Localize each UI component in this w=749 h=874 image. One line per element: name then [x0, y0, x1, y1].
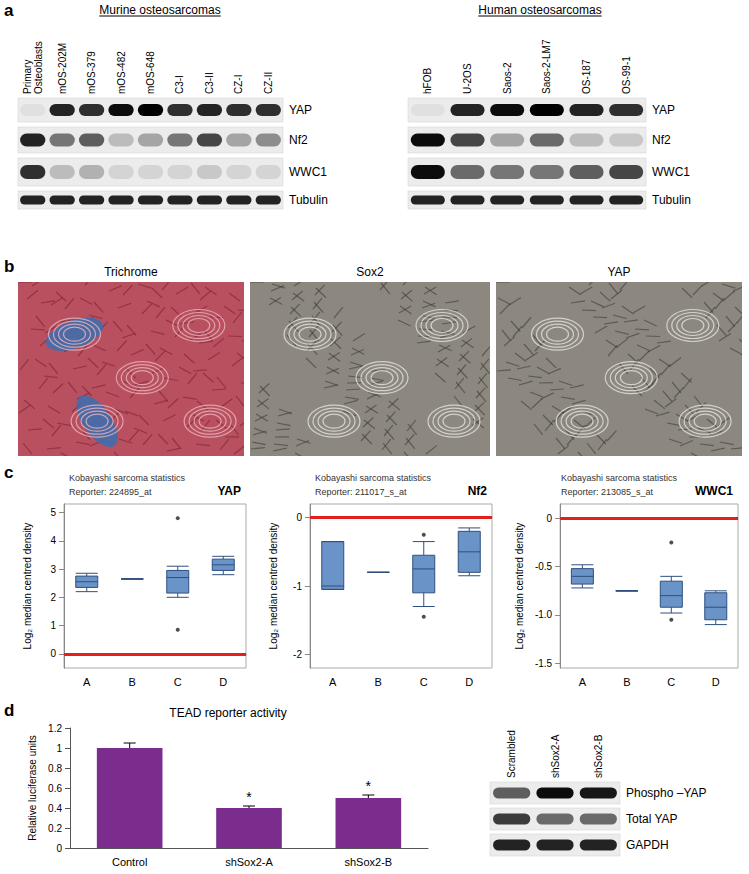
svg-text:1.2: 1.2: [48, 723, 62, 734]
svg-text:3: 3: [50, 564, 56, 575]
svg-text:C: C: [420, 676, 428, 688]
svg-text:a: a: [4, 1, 14, 20]
svg-text:-1: -1: [293, 581, 302, 592]
svg-text:CZ-I: CZ-I: [233, 75, 244, 94]
svg-text:1: 1: [50, 620, 56, 631]
svg-text:c: c: [4, 463, 13, 482]
svg-text:b: b: [4, 257, 14, 276]
svg-text:Log₂ median centred density: Log₂ median centred density: [268, 523, 279, 650]
svg-text:0: 0: [296, 512, 302, 523]
svg-text:YAP: YAP: [607, 265, 630, 279]
svg-text:4: 4: [50, 535, 56, 546]
svg-text:C: C: [667, 676, 675, 688]
svg-text:U-2OS: U-2OS: [462, 63, 473, 94]
svg-text:*: *: [366, 778, 372, 794]
svg-text:Kobayashi sarcoma statistics: Kobayashi sarcoma statistics: [69, 473, 186, 483]
svg-text:Kobayashi sarcoma statistics: Kobayashi sarcoma statistics: [315, 473, 432, 483]
svg-text:OS-99-1: OS-99-1: [621, 56, 632, 94]
svg-text:A: A: [579, 676, 587, 688]
svg-text:1: 1: [56, 743, 62, 754]
svg-text:CZ-II: CZ-II: [263, 72, 274, 94]
svg-text:A: A: [83, 676, 91, 688]
svg-text:0: 0: [547, 513, 553, 524]
svg-text:Scrambled: Scrambled: [506, 730, 517, 778]
svg-text:Osteoblasts: Osteoblasts: [33, 41, 44, 94]
svg-text:Tubulin: Tubulin: [652, 193, 691, 207]
svg-text:-2: -2: [293, 649, 302, 660]
svg-text:2: 2: [50, 592, 56, 603]
svg-text:d: d: [4, 701, 14, 720]
svg-text:YAP: YAP: [289, 103, 312, 117]
svg-text:-1.0: -1.0: [535, 609, 553, 620]
svg-text:Saos-2-LM7: Saos-2-LM7: [541, 39, 552, 94]
svg-text:5: 5: [50, 507, 56, 518]
svg-text:shSox2-A: shSox2-A: [550, 734, 561, 778]
svg-text:B: B: [623, 676, 630, 688]
svg-text:Reporter: 213085_s_at: Reporter: 213085_s_at: [561, 487, 654, 497]
svg-text:Saos-2: Saos-2: [502, 62, 513, 94]
svg-text:hFOB: hFOB: [422, 68, 433, 94]
svg-text:D: D: [712, 676, 720, 688]
svg-text:GAPDH: GAPDH: [626, 838, 669, 852]
svg-text:0.8: 0.8: [48, 763, 62, 774]
svg-text:Human osteosarcomas: Human osteosarcomas: [478, 3, 601, 17]
svg-text:shSox2-B: shSox2-B: [344, 856, 392, 868]
svg-text:Nf2: Nf2: [652, 133, 671, 147]
svg-text:Kobayashi sarcoma statistics: Kobayashi sarcoma statistics: [561, 473, 678, 483]
svg-text:D: D: [219, 676, 227, 688]
svg-text:Log₂ median centred density: Log₂ median centred density: [22, 523, 33, 650]
svg-text:Murine osteosarcomas: Murine osteosarcomas: [99, 3, 220, 17]
svg-text:mOS-648: mOS-648: [145, 51, 156, 94]
svg-text:Tubulin: Tubulin: [289, 193, 328, 207]
svg-text:shSox2-B: shSox2-B: [593, 734, 604, 778]
svg-text:0.4: 0.4: [48, 803, 62, 814]
svg-text:*: *: [246, 789, 252, 805]
svg-text:0: 0: [50, 648, 56, 659]
svg-text:WWC1: WWC1: [695, 484, 733, 498]
svg-text:WWC1: WWC1: [289, 165, 327, 179]
svg-text:YAP: YAP: [652, 103, 675, 117]
svg-text:-1.5: -1.5: [535, 658, 553, 669]
svg-text:C3-II: C3-II: [204, 72, 215, 94]
svg-text:Nf2: Nf2: [289, 133, 308, 147]
svg-text:Relative luciferase units: Relative luciferase units: [27, 735, 38, 841]
svg-text:Phospho –YAP: Phospho –YAP: [626, 786, 707, 800]
svg-text:Primary: Primary: [22, 60, 33, 94]
svg-text:OS-187: OS-187: [581, 59, 592, 94]
svg-text:0.2: 0.2: [48, 823, 62, 834]
svg-text:Total YAP: Total YAP: [626, 812, 678, 826]
svg-text:Reporter: 211017_s_at: Reporter: 211017_s_at: [315, 487, 407, 497]
svg-text:Nf2: Nf2: [468, 484, 488, 498]
svg-text:0: 0: [56, 843, 62, 854]
svg-text:Sox2: Sox2: [356, 265, 384, 279]
svg-text:B: B: [375, 676, 382, 688]
svg-text:Trichrome: Trichrome: [104, 265, 158, 279]
svg-text:mOS-202M: mOS-202M: [57, 43, 68, 94]
svg-text:D: D: [465, 676, 473, 688]
svg-text:-0.5: -0.5: [535, 561, 553, 572]
svg-text:mOS-482: mOS-482: [116, 51, 127, 94]
svg-text:A: A: [329, 676, 337, 688]
svg-text:YAP: YAP: [217, 484, 241, 498]
svg-text:shSox2-A: shSox2-A: [225, 856, 273, 868]
svg-text:B: B: [129, 676, 136, 688]
svg-text:TEAD reporter activity: TEAD reporter activity: [169, 706, 286, 720]
svg-text:mOS-379: mOS-379: [86, 51, 97, 94]
svg-text:Reporter: 224895_at: Reporter: 224895_at: [69, 487, 152, 497]
svg-text:C3-I: C3-I: [174, 75, 185, 94]
svg-text:Log₂ median centred density: Log₂ median centred density: [514, 523, 525, 650]
svg-text:Control: Control: [112, 856, 147, 868]
svg-text:C: C: [174, 676, 182, 688]
svg-text:WWC1: WWC1: [652, 165, 690, 179]
svg-text:0.6: 0.6: [48, 783, 62, 794]
